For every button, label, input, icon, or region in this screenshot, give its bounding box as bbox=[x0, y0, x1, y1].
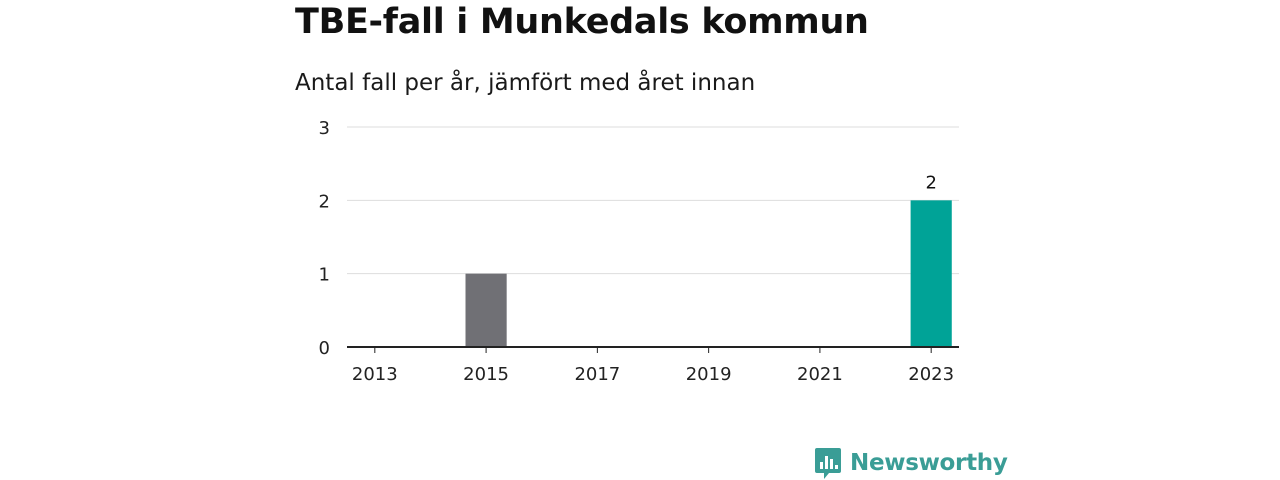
x-tick-label: 2017 bbox=[574, 364, 620, 385]
chart-subtitle: Antal fall per år, jämfört med året inna… bbox=[295, 70, 756, 96]
bar-2023 bbox=[910, 200, 952, 347]
y-tick-label: 2 bbox=[319, 191, 330, 212]
x-tick-label: 2023 bbox=[908, 364, 954, 385]
x-tick-label: 2013 bbox=[352, 364, 398, 385]
x-tick-label: 2019 bbox=[686, 364, 732, 385]
bar-2015 bbox=[465, 273, 507, 347]
y-tick-label: 0 bbox=[319, 338, 330, 359]
bar-chart: 0 1 2 3 2 2013 2015 2017 2019 2021 2023 bbox=[319, 118, 959, 385]
y-tick-label: 3 bbox=[319, 118, 330, 139]
brand-name: Newsworthy bbox=[850, 450, 1008, 476]
data-label: 2 bbox=[925, 172, 936, 193]
x-tick-label: 2015 bbox=[463, 364, 509, 385]
x-tick-label: 2021 bbox=[797, 364, 843, 385]
y-tick-label: 1 bbox=[319, 265, 330, 286]
brand-logo: Newsworthy bbox=[814, 446, 1008, 480]
newsworthy-logo-icon bbox=[815, 448, 841, 479]
chart-title: TBE-fall i Munkedals kommun bbox=[295, 2, 869, 42]
